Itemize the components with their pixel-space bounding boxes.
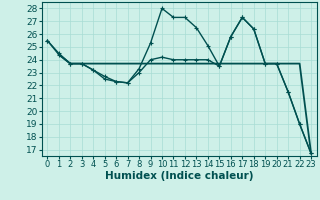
X-axis label: Humidex (Indice chaleur): Humidex (Indice chaleur) — [105, 171, 253, 181]
